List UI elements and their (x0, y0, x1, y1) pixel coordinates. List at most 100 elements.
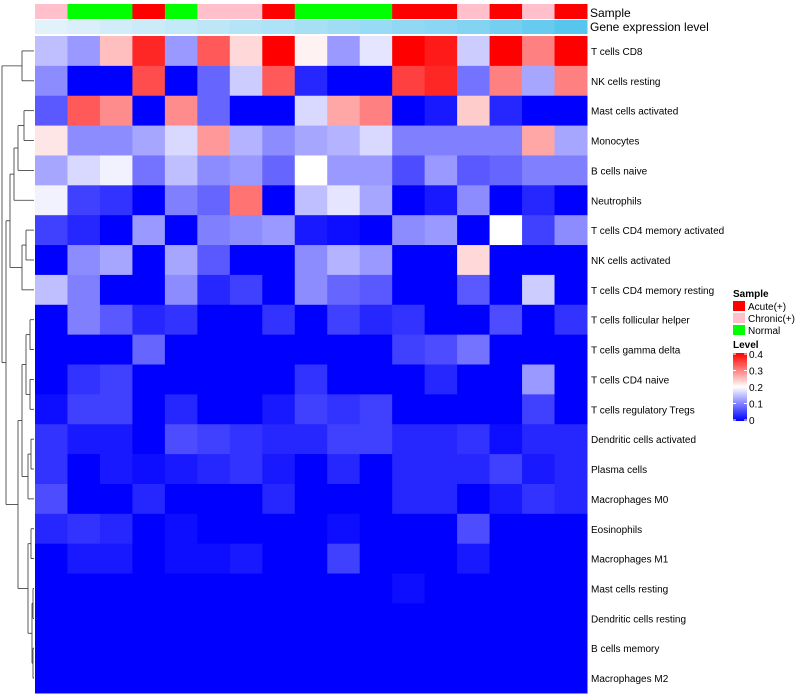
heatmap-cell (522, 603, 556, 634)
heatmap-cell (197, 543, 231, 575)
heatmap-cell (457, 483, 491, 515)
heatmap-cell (327, 663, 361, 694)
heatmap-cell (67, 394, 101, 425)
heatmap-cell (99, 633, 133, 664)
heatmap-cell (132, 304, 166, 336)
row-label: Mast cells resting (591, 584, 668, 595)
heatmap-cell (99, 663, 133, 694)
legend-tick-label: 0 (749, 416, 755, 427)
heatmap-cell (164, 334, 198, 365)
heatmap-cell (164, 633, 198, 664)
heatmap-cell (197, 125, 231, 156)
heatmap-cell (197, 483, 231, 515)
gene-expression-annotation-cell (262, 20, 296, 34)
heatmap-cell (392, 394, 426, 425)
heatmap-cell (262, 424, 296, 455)
heatmap-cell (294, 36, 328, 67)
gene-expression-annotation-cell (67, 20, 101, 34)
heatmap-cell (327, 185, 361, 216)
sample-annotation-cell (294, 4, 328, 19)
heatmap-cell (392, 454, 426, 485)
legend-tick-label: 0.3 (749, 367, 763, 378)
heatmap-cell (424, 95, 458, 127)
row-label: Monocytes (591, 137, 639, 148)
row-label: NK cells activated (591, 256, 670, 267)
heatmap-cell (294, 483, 328, 515)
sample-annotation-cell (197, 4, 231, 19)
heatmap-cell (132, 155, 166, 186)
heatmap-cell (197, 274, 231, 306)
heatmap-cell (327, 424, 361, 455)
heatmap-cell (359, 663, 393, 694)
heatmap-cell (457, 603, 491, 634)
heatmap-cell (424, 185, 458, 216)
heatmap-cell (164, 394, 198, 425)
heatmap-cell (262, 95, 296, 127)
heatmap-cell (132, 543, 166, 575)
heatmap-cell (35, 394, 68, 425)
heatmap-cell (489, 454, 523, 485)
heatmap-cell (262, 245, 296, 276)
row-label: B cells memory (591, 644, 659, 655)
gene-expression-annotation-cell (294, 20, 328, 34)
heatmap-cell (522, 274, 556, 306)
heatmap-cell (132, 95, 166, 127)
row-label: T cells CD8 (591, 47, 643, 58)
gene-expression-annotation-cell (359, 20, 393, 34)
heatmap-cell (229, 215, 263, 246)
heatmap-cell (522, 65, 556, 97)
heatmap-cell (554, 245, 588, 276)
heatmap-cell (197, 424, 231, 455)
heatmap-cell (35, 334, 68, 365)
heatmap-cell (359, 334, 393, 365)
heatmap-cell (424, 424, 458, 455)
heatmap-cell (359, 36, 393, 67)
row-label: Dendritic cells resting (591, 614, 686, 625)
heatmap-cell (554, 155, 588, 186)
heatmap-cell (392, 424, 426, 455)
heatmap-cell (294, 573, 328, 604)
heatmap-cell (424, 454, 458, 485)
heatmap-cell (229, 125, 263, 156)
heatmap-cell (457, 304, 491, 336)
heatmap-cell (229, 424, 263, 455)
gene-expression-annotation-cell (522, 20, 556, 34)
heatmap-cell (294, 364, 328, 395)
heatmap-cell (67, 573, 101, 604)
heatmap-cell (392, 633, 426, 664)
heatmap-cell (229, 36, 263, 67)
heatmap-cell (132, 454, 166, 485)
heatmap-cell (262, 483, 296, 515)
heatmap-cell (262, 155, 296, 186)
sample-track-label: Sample (590, 6, 631, 20)
heatmap-cell (424, 573, 458, 604)
row-label: NK cells resting (591, 77, 660, 88)
heatmap-cell (67, 304, 101, 336)
heatmap-cell (229, 603, 263, 634)
heatmap-cell (522, 633, 556, 664)
heatmap-cell (35, 304, 68, 336)
heatmap-cell (294, 454, 328, 485)
legend-sample-entries: Acute(+)Chronic(+)Normal (733, 301, 795, 337)
heatmap-cell (294, 185, 328, 216)
heatmap-cell (197, 663, 231, 694)
legend-level-colorbar (733, 353, 747, 421)
heatmap-cell (489, 274, 523, 306)
heatmap-cell (327, 543, 361, 575)
heatmap-cell (392, 573, 426, 604)
heatmap-cell (67, 215, 101, 246)
heatmap-cells (35, 36, 588, 694)
heatmap-cell (522, 215, 556, 246)
heatmap-cell (229, 304, 263, 336)
sample-annotation-cell (554, 4, 588, 19)
heatmap-cell (457, 454, 491, 485)
gene-expression-annotation-cell (489, 20, 523, 34)
heatmap-cell (327, 334, 361, 365)
heatmap-cell (35, 364, 68, 395)
heatmap-cell (457, 155, 491, 186)
heatmap-cell (522, 185, 556, 216)
heatmap-cell (35, 245, 68, 276)
heatmap-cell (489, 155, 523, 186)
sample-annotation-cell (392, 4, 426, 19)
heatmap-cell (294, 304, 328, 336)
